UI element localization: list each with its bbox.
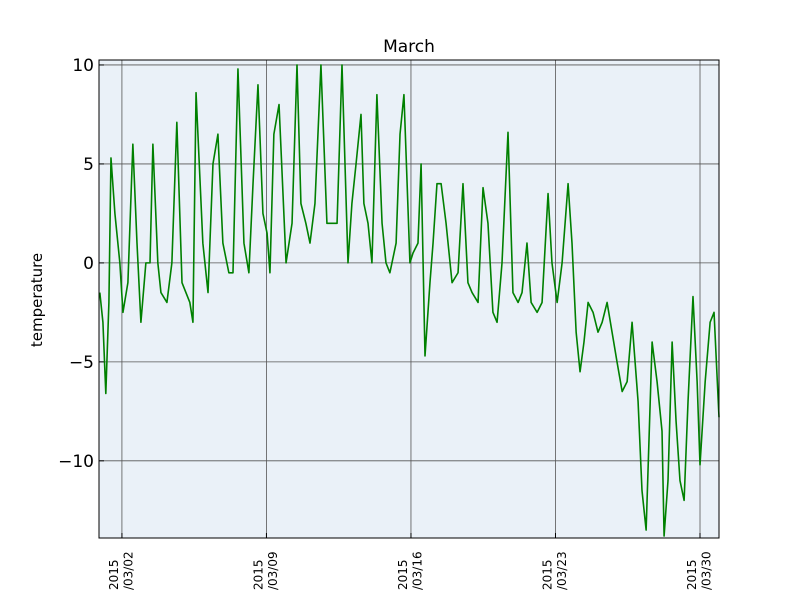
y-axis-label: temperature (28, 253, 46, 347)
plot-frame (98, 59, 720, 539)
y-tick-label: 5 (83, 155, 94, 175)
x-tick-label: 2015/03/23 (540, 551, 568, 590)
x-tick-label: 2015/03/16 (396, 551, 424, 590)
x-tick-label: 2015/03/09 (251, 551, 279, 590)
y-tick-label: 10 (72, 56, 94, 76)
x-tick-label: 2015/03/30 (685, 551, 713, 590)
plot-area (99, 60, 719, 538)
y-tick-label: −5 (69, 353, 94, 373)
y-tick-label: 0 (83, 254, 94, 274)
y-tick-label: −10 (58, 452, 94, 472)
data-line (99, 64, 720, 537)
chart-title: March (383, 37, 435, 57)
x-tick-label: 2015/03/02 (107, 551, 135, 590)
